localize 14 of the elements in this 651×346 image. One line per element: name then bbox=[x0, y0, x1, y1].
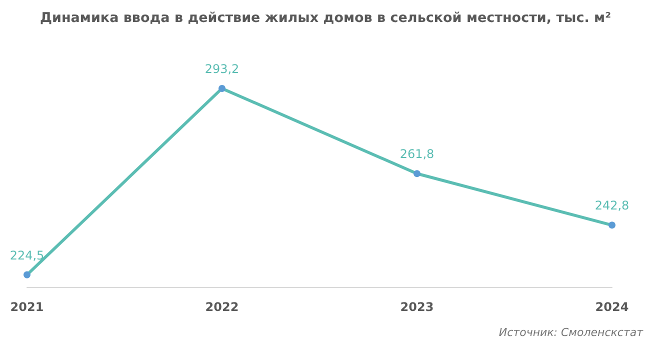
x-tick-label: 2023 bbox=[400, 300, 434, 314]
x-tick-label: 2022 bbox=[205, 300, 239, 314]
point bbox=[414, 170, 420, 178]
data-label: 261,8 bbox=[400, 147, 434, 162]
x-tick-label: 2024 bbox=[595, 300, 629, 314]
data-label: 242,8 bbox=[594, 198, 630, 213]
point bbox=[24, 271, 30, 278]
data-label: 293,2 bbox=[204, 62, 240, 76]
chart-title: Динамика ввода в действие жилых домов в сельской местности, тыс. м² bbox=[40, 10, 612, 26]
point bbox=[608, 222, 616, 229]
point bbox=[218, 84, 226, 92]
data-label: 224,5 bbox=[10, 248, 44, 262]
x-tick-label: 2021 bbox=[10, 300, 44, 314]
text: Источник: Смоленскстат bbox=[498, 326, 644, 339]
